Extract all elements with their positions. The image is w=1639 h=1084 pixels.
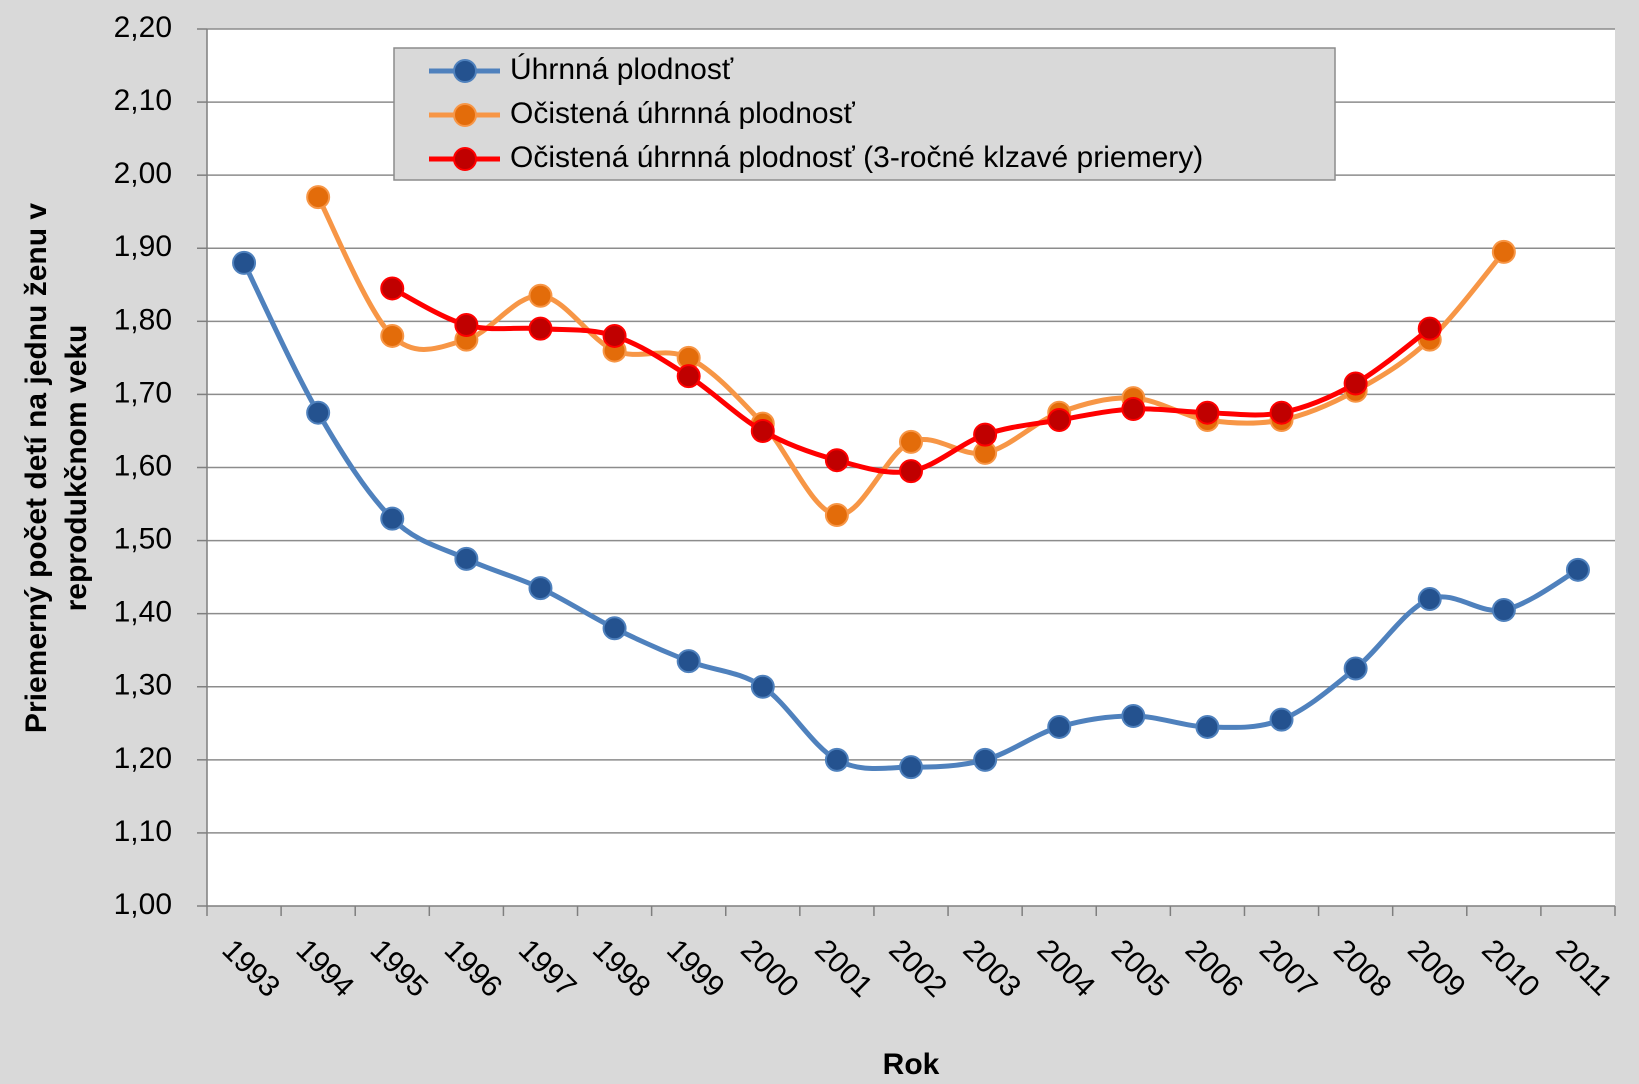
x-tick-label: 1996	[438, 933, 509, 1004]
data-point	[1491, 598, 1516, 623]
x-tick-label: 2011	[1549, 933, 1618, 1002]
x-tick-label: 2008	[1327, 933, 1398, 1004]
data-point	[380, 323, 405, 348]
x-tick-label: 2002	[882, 933, 953, 1004]
x-tick-label: 2004	[1031, 933, 1102, 1004]
data-point	[1343, 371, 1368, 396]
data-point	[824, 747, 849, 772]
y-tick-label: 2,00	[114, 157, 172, 190]
legend-marker	[453, 103, 477, 127]
data-point	[899, 755, 923, 780]
data-point	[1565, 557, 1590, 582]
y-tick-label: 1,00	[114, 888, 172, 921]
legend-marker	[453, 147, 477, 171]
y-tick-label: 1,40	[114, 596, 172, 629]
y-tick-label: 1,60	[114, 449, 172, 482]
x-tick-label: 2010	[1475, 933, 1546, 1004]
y-tick-label: 1,70	[114, 376, 172, 409]
y-axis-title: Priemerný počet detí na jednu ženu v rep…	[20, 203, 93, 733]
x-tick-label: 2006	[1179, 933, 1250, 1004]
data-point	[750, 418, 775, 443]
x-axis-title: Rok	[883, 1048, 940, 1081]
x-tick-label: 2003	[957, 933, 1028, 1004]
data-point	[528, 283, 553, 308]
data-point	[750, 674, 775, 699]
y-tick-label: 1,50	[114, 523, 172, 556]
data-point	[306, 400, 331, 425]
data-point	[1121, 397, 1146, 422]
y-axis-title-line: Priemerný počet detí na jednu ženu v	[20, 203, 53, 733]
legend-label: Očistená úhrnná plodnosť (3-ročné klzavé…	[510, 141, 1203, 174]
y-tick-label: 1,20	[114, 742, 172, 775]
data-point	[1195, 714, 1220, 739]
data-point	[232, 250, 257, 275]
legend: Úhrnná plodnosť Očistená úhrnná plodnosť O…	[393, 47, 1336, 181]
data-point	[1047, 407, 1072, 432]
data-point	[973, 422, 998, 447]
y-tick-label: 1,30	[114, 669, 172, 702]
y-tick-label: 2,10	[114, 84, 172, 117]
series-line	[315, 195, 1506, 518]
data-point	[380, 506, 405, 531]
data-point	[824, 503, 849, 528]
x-tick-label: 2005	[1105, 933, 1176, 1004]
x-tick-label: 2007	[1253, 933, 1324, 1004]
y-tick-label: 1,10	[114, 815, 172, 848]
x-tick-label: 2000	[734, 933, 805, 1004]
data-point	[528, 316, 553, 341]
x-tick-label: 1994	[290, 933, 361, 1004]
x-tick-label: 1995	[364, 933, 435, 1004]
data-point	[676, 364, 701, 389]
data-point	[1417, 587, 1442, 612]
y-axis-title-line: reprodukčnom veku	[60, 325, 93, 612]
data-point	[899, 429, 923, 454]
x-tick-label: 1993	[216, 933, 287, 1004]
data-point	[1417, 316, 1442, 341]
legend-box	[393, 47, 1336, 181]
legend-label: Úhrnná plodnosť	[510, 53, 734, 86]
data-point	[602, 323, 627, 348]
data-point	[454, 546, 479, 571]
data-point	[1047, 714, 1072, 739]
x-tick-label: 1999	[660, 933, 731, 1004]
y-tick-label: 2,20	[114, 11, 172, 44]
data-point	[973, 747, 998, 772]
data-point	[1269, 707, 1294, 732]
x-tick-label: 2001	[808, 933, 879, 1004]
data-point	[1491, 239, 1516, 264]
data-point	[528, 576, 553, 601]
legend-marker	[453, 59, 477, 83]
data-point	[602, 616, 627, 641]
data-point	[454, 312, 479, 337]
data-point	[1269, 400, 1294, 425]
x-tick-label: 2009	[1401, 933, 1472, 1004]
data-point	[1343, 656, 1368, 681]
data-point	[899, 459, 923, 484]
data-point	[306, 185, 331, 210]
data-point	[380, 276, 405, 301]
y-tick-label: 1,90	[114, 230, 172, 263]
x-tick-label: 1998	[586, 933, 657, 1004]
legend-label: Očistená úhrnná plodnosť	[510, 97, 856, 130]
y-tick-label: 1,80	[114, 303, 172, 336]
data-point	[1195, 400, 1220, 425]
data-point	[824, 448, 849, 473]
data-point	[676, 649, 701, 674]
x-tick-label: 1997	[512, 933, 583, 1004]
data-point	[1121, 703, 1146, 728]
